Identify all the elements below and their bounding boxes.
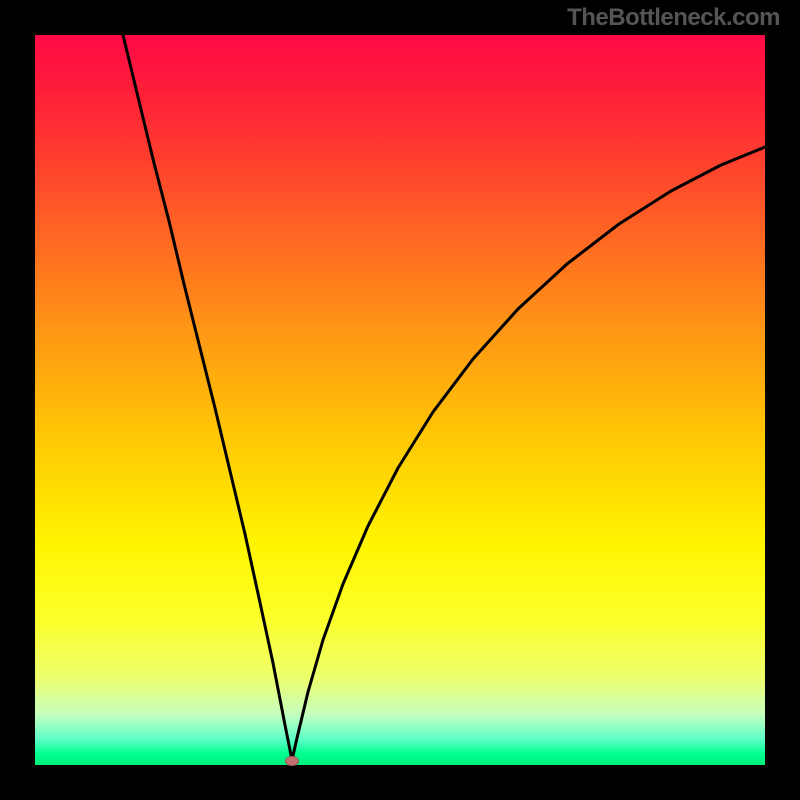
chart-container: TheBottleneck.com bbox=[0, 0, 800, 800]
watermark-text: TheBottleneck.com bbox=[567, 4, 780, 32]
bottleneck-curve bbox=[35, 35, 765, 765]
optimum-marker bbox=[285, 756, 299, 766]
plot-area bbox=[35, 35, 765, 765]
